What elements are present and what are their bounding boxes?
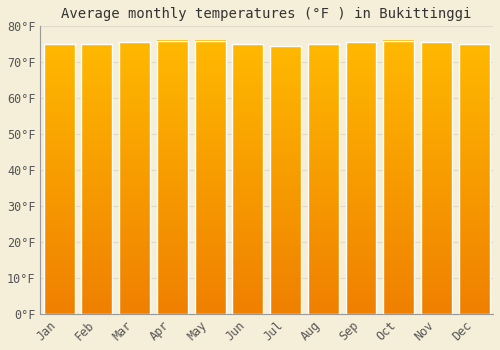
- Bar: [119, 42, 150, 314]
- Bar: [308, 44, 338, 314]
- Bar: [157, 41, 188, 314]
- Bar: [82, 44, 112, 314]
- Bar: [232, 44, 264, 314]
- Title: Average monthly temperatures (°F ) in Bukittinggi: Average monthly temperatures (°F ) in Bu…: [62, 7, 472, 21]
- Bar: [346, 42, 376, 314]
- Bar: [421, 42, 452, 314]
- Bar: [384, 41, 414, 314]
- Bar: [194, 41, 226, 314]
- Bar: [44, 44, 74, 314]
- Bar: [458, 44, 490, 314]
- Bar: [270, 46, 301, 314]
